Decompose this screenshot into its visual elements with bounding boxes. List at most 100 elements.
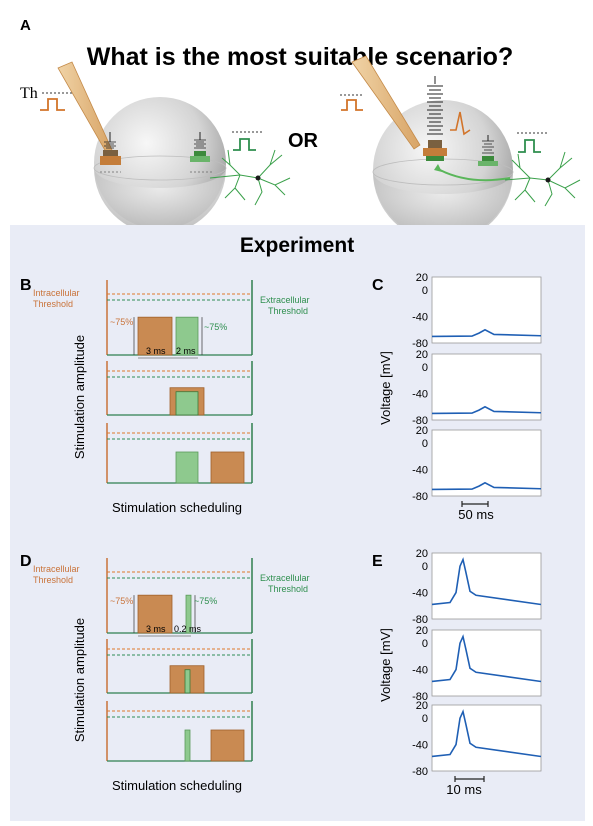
d-extracellular-label-1: Extracellular: [260, 573, 310, 583]
panel-e-letter: E: [372, 553, 383, 570]
y-tick-label: -80: [412, 766, 428, 778]
green-stimulus-bar: [185, 594, 192, 634]
trace-plot-frame: [431, 552, 542, 620]
b-ylabel: Stimulation amplitude: [72, 335, 87, 459]
trace-plot-frame: [431, 353, 542, 421]
green-stimulus-bar: [175, 451, 199, 484]
green-stimulus-bar: [184, 729, 191, 762]
d-extracellular-label-2: Threshold: [268, 584, 308, 594]
voltage-trace: [431, 481, 542, 491]
y-tick-label: -40: [412, 389, 428, 401]
e-ylabel: Voltage [mV]: [378, 628, 393, 702]
arrow-head-icon: [434, 164, 442, 172]
y-tick-label: -80: [412, 491, 428, 503]
voltage-trace: [431, 328, 542, 338]
right-neuron-icon: [504, 151, 581, 207]
c-scale-label: 50 ms: [458, 507, 494, 522]
panel-d-schedule: [106, 558, 253, 762]
b-extracellular-label-1: Extracellular: [260, 295, 310, 305]
trace-plot-frame: [431, 276, 542, 344]
b-intracellular-label-1: Intracellular: [33, 288, 80, 298]
y-tick-label: 0: [422, 362, 428, 374]
threshold-label: Th: [20, 85, 38, 102]
d-duration-green: 0.2 ms: [174, 624, 202, 634]
y-tick-label: -80: [412, 614, 428, 626]
panel-b-letter: B: [20, 277, 32, 294]
d-xlabel: Stimulation scheduling: [112, 778, 242, 793]
green-stimulus-bar: [184, 669, 191, 694]
left-green-pulse-icon: [233, 138, 256, 151]
b-extracellular-label-2: Threshold: [268, 306, 308, 316]
y-tick-label: -80: [412, 691, 428, 703]
b-duration-green: 2 ms: [176, 346, 196, 356]
scenario-question: What is the most suitable scenario?: [87, 43, 513, 71]
voltage-trace: [431, 405, 542, 415]
green-stimulus-bar: [175, 316, 199, 356]
d-ylabel: Stimulation amplitude: [72, 618, 87, 742]
b-pct-orange: ~75%: [110, 317, 133, 327]
orange-stimulus-bar: [137, 594, 173, 634]
voltage-trace: [431, 557, 542, 606]
panel-d-letter: D: [20, 553, 32, 570]
e-scale-label: 10 ms: [446, 782, 482, 797]
voltage-trace: [431, 634, 542, 683]
d-duration-orange: 3 ms: [146, 624, 166, 634]
c-ylabel: Voltage [mV]: [378, 351, 393, 425]
y-tick-label: -80: [412, 338, 428, 350]
right-orange-pulse-icon: [341, 99, 363, 111]
left-orange-channel-icon: [100, 132, 121, 173]
y-tick-label: 0: [422, 285, 428, 297]
orange-stimulus-bar: [210, 451, 245, 484]
b-intracellular-label-2: Threshold: [33, 299, 73, 309]
y-tick-label: -80: [412, 415, 428, 427]
current-arrow-icon: [439, 169, 511, 182]
orange-stimulus-bar: [210, 729, 245, 762]
spike-icon: [450, 111, 471, 136]
voltage-trace: [431, 709, 542, 758]
y-tick-label: 20: [416, 272, 428, 284]
y-tick-label: 0: [422, 638, 428, 650]
d-intracellular-label-2: Threshold: [33, 575, 73, 585]
right-green-channel-icon: [478, 135, 498, 166]
left-green-channel-icon: [190, 132, 212, 173]
experiment-title: Experiment: [240, 234, 354, 257]
y-tick-label: 20: [416, 425, 428, 437]
y-tick-label: -40: [412, 740, 428, 752]
orange-stimulus-bar: [137, 316, 173, 356]
y-tick-label: 0: [422, 713, 428, 725]
y-tick-label: 20: [416, 625, 428, 637]
y-tick-label: -40: [412, 588, 428, 600]
b-xlabel: Stimulation scheduling: [112, 500, 242, 515]
b-pct-green: ~75%: [204, 322, 227, 332]
y-tick-label: 20: [416, 700, 428, 712]
y-tick-label: 0: [422, 438, 428, 450]
right-pipette-icon: [351, 55, 421, 150]
trace-plot-frame: [431, 429, 542, 497]
right-green-pulse-icon: [518, 139, 541, 153]
y-tick-label: -40: [412, 465, 428, 477]
y-tick-label: 20: [416, 349, 428, 361]
panel-c-letter: C: [372, 277, 384, 294]
y-tick-label: 20: [416, 548, 428, 560]
panel-a-letter: A: [20, 17, 31, 34]
trace-plot-frame: [431, 704, 542, 772]
y-tick-label: -40: [412, 312, 428, 324]
right-coil-channel-icon: [423, 76, 447, 161]
left-pipette-icon: [57, 61, 113, 153]
left-neuron-icon: [209, 149, 291, 206]
left-cell-sphere: [93, 97, 227, 234]
d-pct-green: ~75%: [194, 596, 217, 606]
d-pct-orange: ~75%: [110, 596, 133, 606]
y-tick-label: 0: [422, 561, 428, 573]
b-duration-orange: 3 ms: [146, 346, 166, 356]
d-intracellular-label-1: Intracellular: [33, 564, 80, 574]
trace-plot-frame: [431, 629, 542, 697]
or-label: OR: [288, 130, 319, 152]
y-tick-label: -40: [412, 665, 428, 677]
green-stimulus-bar: [175, 391, 199, 416]
orange-pulse-icon: [40, 98, 65, 111]
panel-b-schedule: [106, 280, 253, 484]
